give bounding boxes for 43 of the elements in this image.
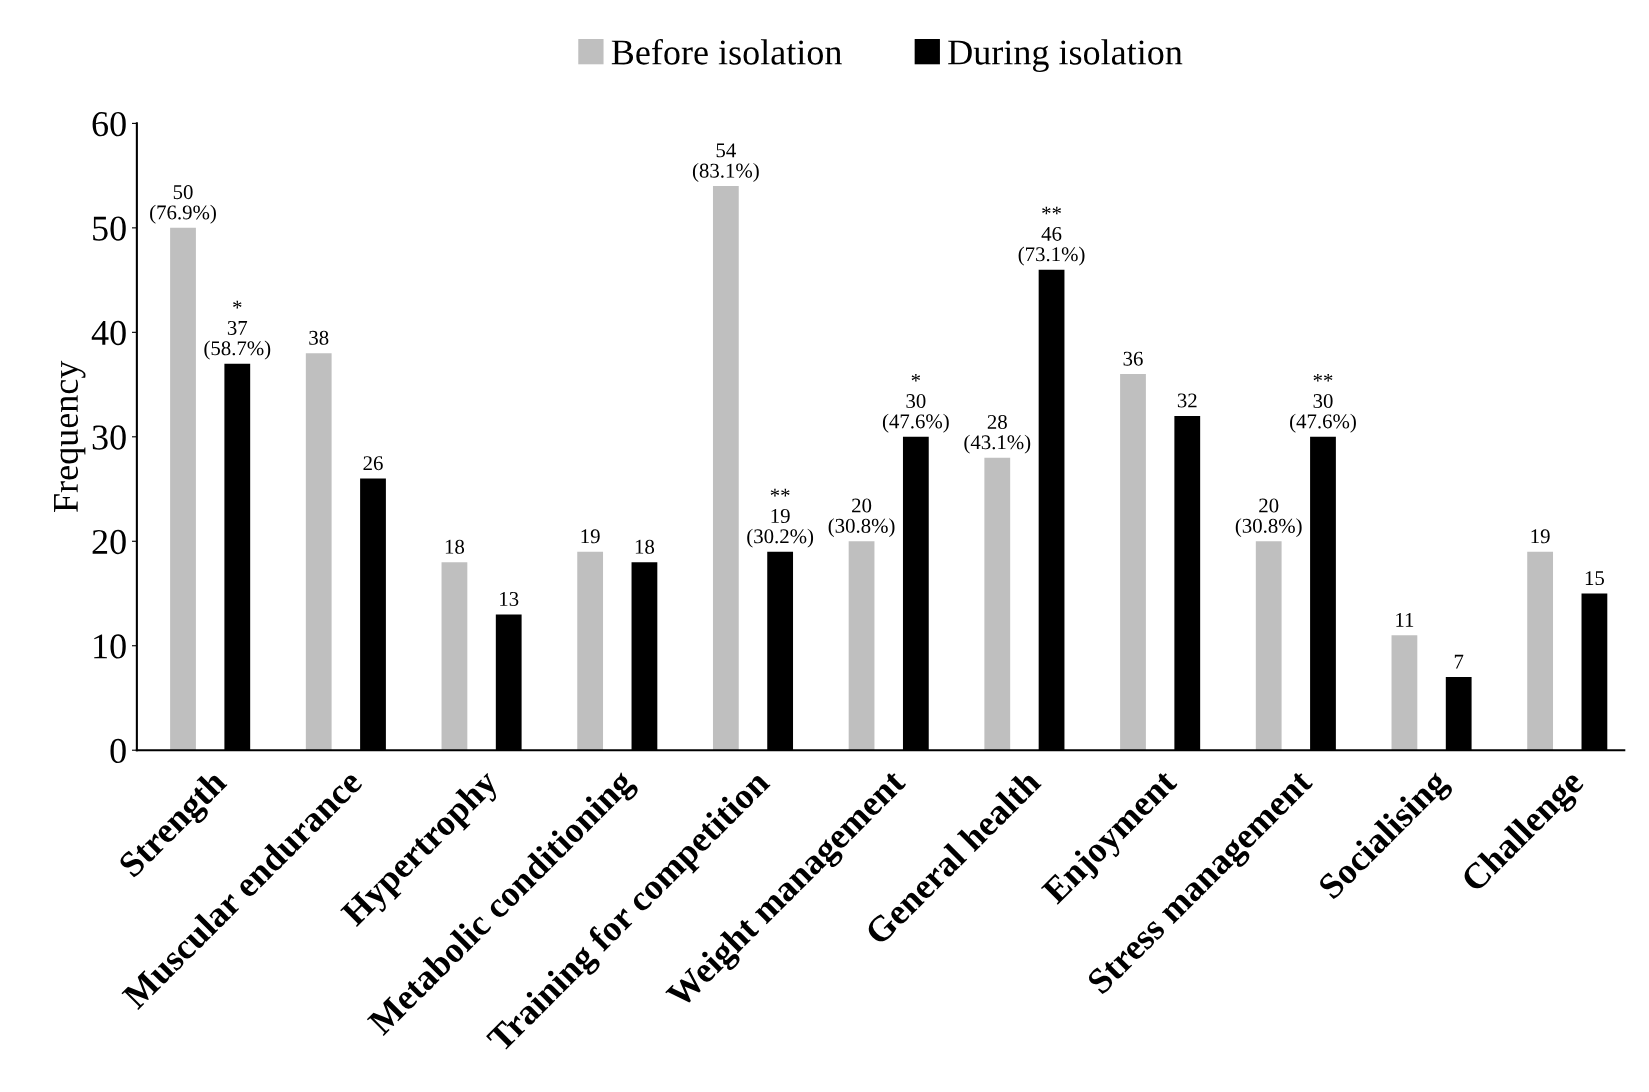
data-label: 36 (1123, 351, 1143, 366)
data-label: 32 (1177, 393, 1197, 408)
bar (984, 457, 1011, 751)
bar (577, 551, 604, 751)
y-tick-label: 0 (110, 738, 126, 764)
data-label: 19 (581, 529, 600, 544)
data-label: 28 (43.1%) (964, 414, 1031, 454)
data-label: 18 (445, 539, 465, 554)
bar (305, 353, 332, 751)
data-label: 19 (1531, 529, 1550, 544)
data-label: 7 (1454, 654, 1464, 669)
bar (848, 541, 875, 751)
data-label: ** 30 (47.6%) (1290, 373, 1356, 433)
y-tick-label: 30 (92, 425, 126, 450)
bar (712, 186, 739, 751)
data-label: 54 (83.1%) (692, 143, 759, 182)
data-label: * 30 (47.6%) (882, 373, 949, 433)
y-tick-label: 10 (94, 634, 126, 659)
data-label: * 37 (58.7%) (204, 300, 271, 360)
y-tick-label: 50 (93, 216, 126, 241)
data-label: 13 (500, 592, 519, 606)
y-tick-label: 40 (91, 320, 126, 346)
bar (441, 562, 468, 751)
bar (1527, 551, 1554, 751)
legend-label: Before isolation (611, 38, 842, 65)
bar (1391, 635, 1418, 751)
bar (170, 227, 196, 751)
data-label: 38 (309, 330, 329, 345)
data-label: ** 46 (73.1%) (1018, 206, 1085, 266)
bar (1120, 374, 1146, 751)
y-tick-label: 60 (92, 111, 126, 137)
data-label: ** 19 (30.2%) (747, 488, 814, 548)
data-label: 20 (30.8%) (828, 498, 895, 538)
legend-label: During isolation (948, 39, 1183, 73)
data-label: 15 (1585, 571, 1605, 586)
data-label: 11 (1396, 612, 1414, 627)
bar (1255, 541, 1282, 751)
data-label: 18 (635, 539, 655, 554)
y-tick-label: 20 (92, 529, 126, 555)
data-label: 26 (363, 456, 383, 471)
y-axis-title: Frequency (54, 360, 86, 512)
data-label: 50 (76.9%) (150, 185, 216, 224)
data-label: 20 (30.8%) (1235, 498, 1302, 538)
